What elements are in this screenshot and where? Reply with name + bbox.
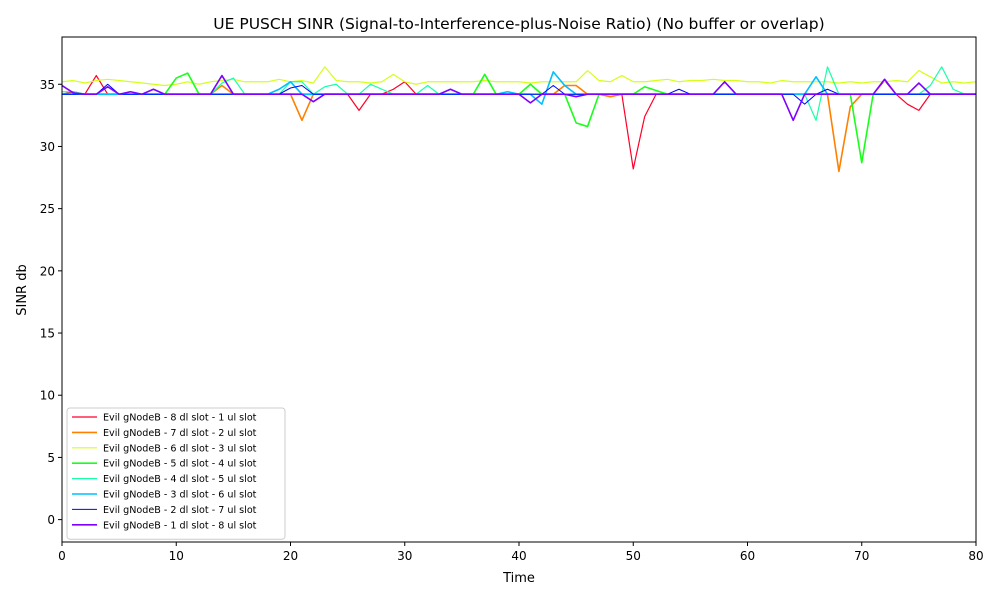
series-line-1 [62, 74, 976, 170]
legend-entry: Evil gNodeB - 4 dl slot - 5 ul slot [103, 474, 257, 485]
legend-entry: Evil gNodeB - 2 dl slot - 7 ul slot [103, 505, 257, 516]
x-tick-label: 40 [511, 549, 526, 563]
x-tick-label: 70 [854, 549, 869, 563]
x-tick-label: 30 [397, 549, 412, 563]
y-tick-label: 30 [40, 140, 55, 154]
legend-entry: Evil gNodeB - 7 dl slot - 2 ul slot [103, 428, 257, 439]
y-tick-label: 20 [40, 264, 55, 278]
legend-entry: Evil gNodeB - 6 dl slot - 3 ul slot [103, 443, 257, 454]
series-line-8 [62, 74, 976, 122]
y-tick-label: 35 [40, 78, 55, 92]
y-tick-label: 15 [40, 327, 55, 341]
y-tick-label: 0 [47, 513, 55, 527]
legend-entry: Evil gNodeB - 8 dl slot - 1 ul slot [103, 413, 257, 424]
x-tick-label: 80 [968, 549, 983, 563]
legend-entry: Evil gNodeB - 5 dl slot - 4 ul slot [103, 459, 257, 470]
y-tick-label: 5 [47, 451, 55, 465]
legend-entry: Evil gNodeB - 3 dl slot - 6 ul slot [103, 490, 257, 501]
series-line-4 [62, 72, 976, 164]
x-tick-label: 10 [169, 549, 184, 563]
series-layer [62, 66, 976, 173]
y-tick-label: 25 [40, 202, 55, 216]
chart-title: UE PUSCH SINR (Signal-to-Interference-pl… [213, 15, 824, 33]
legend-box [66, 407, 286, 540]
x-tick-label: 50 [626, 549, 641, 563]
x-axis-label: Time [502, 571, 535, 586]
legend: Evil gNodeB - 8 dl slot - 1 ul slot Evil … [66, 407, 286, 540]
x-axis: 0 10 20 30 40 50 60 70 80 [58, 542, 984, 563]
y-axis-label: SINR db [15, 264, 30, 315]
legend-entry: Evil gNodeB - 1 dl slot - 8 ul slot [103, 520, 257, 531]
x-tick-label: 60 [740, 549, 755, 563]
y-tick-label: 10 [40, 389, 55, 403]
y-axis: 0 5 10 15 20 25 30 35 [40, 78, 62, 527]
series-line-3 [62, 66, 976, 87]
x-tick-label: 0 [58, 549, 66, 563]
x-tick-label: 20 [283, 549, 298, 563]
series-line-6 [62, 71, 976, 105]
series-line-2 [62, 84, 976, 173]
